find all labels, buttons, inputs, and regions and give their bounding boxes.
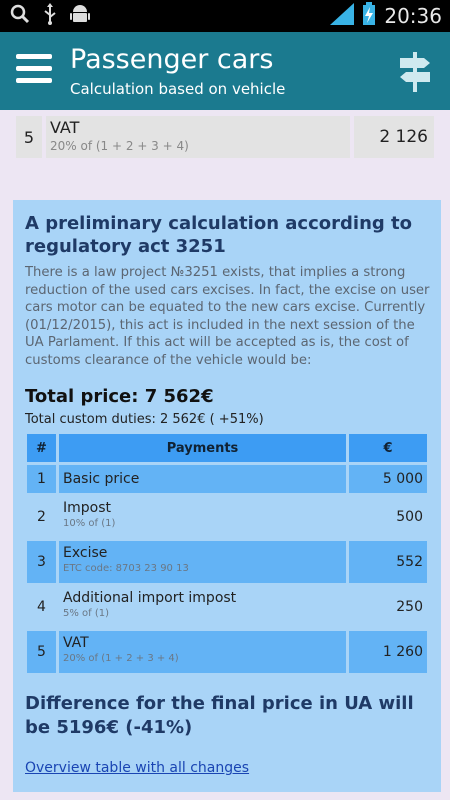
search-icon	[10, 4, 30, 29]
row-label: Additional import impost	[63, 590, 237, 606]
vat-row-label-cell: VAT 20% of (1 + 2 + 3 + 4)	[46, 116, 350, 158]
header-num: #	[27, 434, 56, 462]
row-num: 5	[27, 631, 56, 673]
menu-icon[interactable]	[16, 54, 52, 84]
status-time: 20:36	[384, 4, 442, 28]
row-label-cell: Impost 10% of (1)	[59, 496, 346, 538]
table-row: 4 Additional import impost 5% of (1) 250	[27, 586, 427, 628]
row-label: Excise	[63, 545, 108, 561]
row-value: 1 260	[349, 631, 427, 673]
card-title: A preliminary calculation according to r…	[25, 213, 412, 257]
row-label: VAT	[63, 635, 89, 651]
vat-row-number: 5	[16, 116, 42, 158]
row-note: 10% of (1)	[63, 518, 116, 529]
table-row: 5 VAT 20% of (1 + 2 + 3 + 4) 1 260	[27, 631, 427, 673]
row-label: Impost	[63, 500, 112, 516]
vat-row-note: 20% of (1 + 2 + 3 + 4)	[50, 139, 189, 153]
price-difference: Difference for the final price in UA wil…	[25, 693, 414, 738]
page-title: Passenger cars	[70, 44, 274, 75]
status-bar: 20:36	[0, 0, 450, 32]
row-value: 5 000	[349, 465, 427, 493]
row-value: 250	[396, 599, 423, 615]
row-label-cell: Additional import impost 5% of (1)	[59, 586, 346, 628]
preliminary-calculation-card: A preliminary calculation according to r…	[13, 200, 441, 792]
row-num: 2	[37, 509, 46, 525]
table-row: 3 Excise ETC code: 8703 23 90 13 552	[27, 541, 427, 583]
row-note: 5% of (1)	[63, 608, 110, 619]
header-payments: Payments	[59, 434, 346, 462]
battery-charging-icon	[362, 2, 376, 30]
signal-icon	[330, 3, 355, 29]
row-note: 20% of (1 + 2 + 3 + 4)	[63, 653, 179, 664]
payments-table: # Payments € 1 Basic price 5 000 2 Impos…	[27, 434, 427, 676]
overview-table-link[interactable]: Overview table with all changes	[25, 760, 250, 776]
vat-row: 5 VAT 20% of (1 + 2 + 3 + 4) 2 126	[16, 116, 434, 158]
total-custom-duties: Total custom duties: 2 562€ ( +51%)	[25, 412, 264, 427]
table-header: # Payments €	[27, 434, 427, 462]
app-bar: Passenger cars Calculation based on vehi…	[0, 32, 450, 110]
page-subtitle: Calculation based on vehicle	[70, 80, 286, 98]
android-icon	[70, 3, 90, 30]
row-label-cell: Excise ETC code: 8703 23 90 13	[59, 541, 346, 583]
row-label-cell: Basic price	[59, 465, 346, 493]
row-num: 1	[27, 465, 56, 493]
row-num: 4	[37, 599, 46, 615]
row-note: ETC code: 8703 23 90 13	[63, 563, 189, 574]
vat-row-label: VAT	[50, 118, 80, 137]
table-row: 1 Basic price 5 000	[27, 465, 427, 493]
header-currency: €	[349, 434, 427, 462]
total-price: Total price: 7 562€	[25, 386, 214, 407]
table-row: 2 Impost 10% of (1) 500	[27, 496, 427, 538]
signpost-icon[interactable]	[398, 50, 432, 92]
usb-icon	[42, 2, 58, 30]
vat-row-value: 2 126	[354, 116, 434, 158]
row-value: 552	[349, 541, 427, 583]
row-value: 500	[396, 509, 423, 525]
row-label-cell: VAT 20% of (1 + 2 + 3 + 4)	[59, 631, 346, 673]
card-description: There is a law project №3251 exists, tha…	[25, 265, 430, 368]
row-num: 3	[27, 541, 56, 583]
row-label: Basic price	[63, 471, 140, 487]
